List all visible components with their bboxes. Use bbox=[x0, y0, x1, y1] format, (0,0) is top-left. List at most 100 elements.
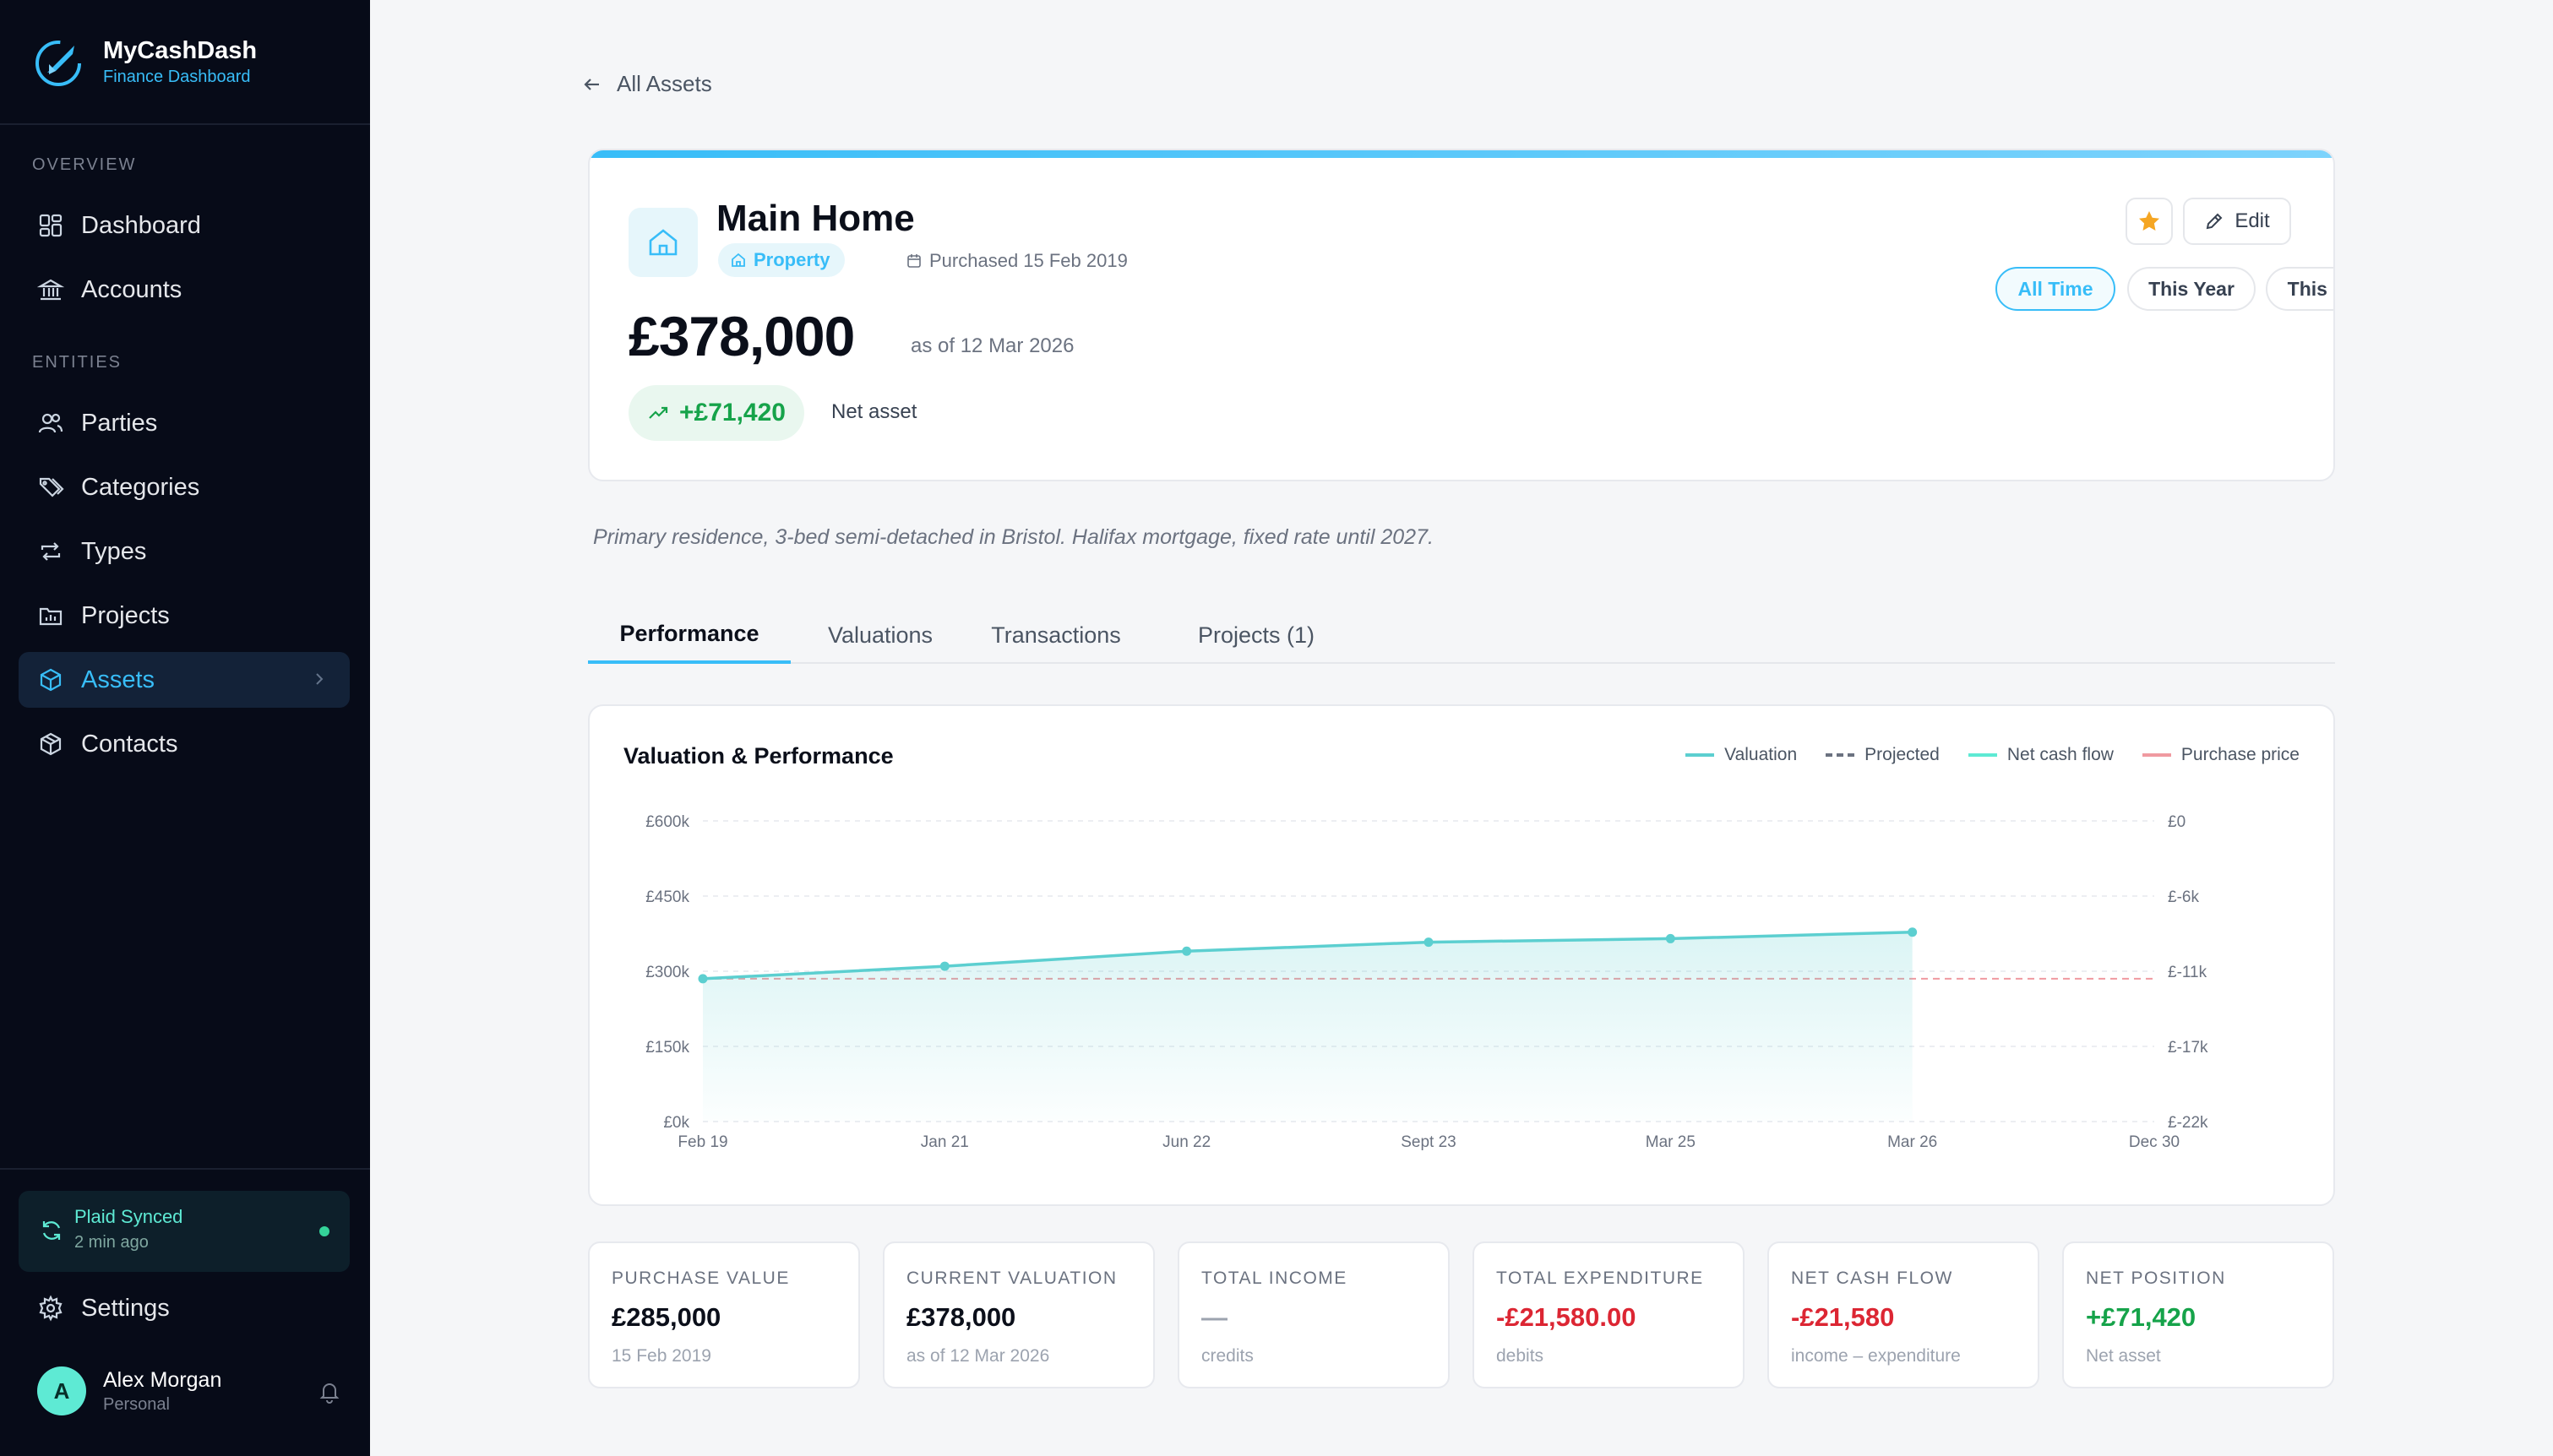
range-this-year-button[interactable]: This Year bbox=[2127, 267, 2256, 311]
legend-swatch bbox=[1968, 753, 1997, 757]
rocket-logo-icon bbox=[35, 41, 81, 86]
section-label-overview: OVERVIEW bbox=[32, 155, 137, 174]
stat-card-net-cash-flow: NET CASH FLOW -£21,580 income – expendit… bbox=[1767, 1241, 2039, 1388]
y-tick-label-right: £-17k bbox=[2168, 1039, 2208, 1057]
range-this-month-button[interactable]: This Month bbox=[2266, 267, 2333, 311]
edit-button[interactable]: Edit bbox=[2183, 198, 2291, 245]
valuation-point[interactable] bbox=[1423, 937, 1434, 948]
y-tick-label-left: £150k bbox=[645, 1039, 689, 1057]
x-tick-label: Jun 22 bbox=[1162, 1133, 1211, 1151]
x-tick-label: Sept 23 bbox=[1401, 1133, 1456, 1151]
legend-item-projected[interactable]: Projected bbox=[1826, 745, 1940, 765]
repeat-icon bbox=[41, 542, 61, 561]
stat-label: TOTAL EXPENDITURE bbox=[1496, 1269, 1704, 1288]
sidebar-item-projects[interactable]: Projects bbox=[19, 588, 350, 644]
sidebar-item-contacts[interactable]: Contacts bbox=[19, 716, 350, 772]
y-tick-label-right: £0 bbox=[2168, 813, 2186, 831]
valuation-point[interactable] bbox=[1182, 946, 1192, 956]
card-accent-bar bbox=[590, 150, 2333, 158]
x-tick-label: Mar 26 bbox=[1887, 1133, 1937, 1151]
tab-performance[interactable]: Performance bbox=[588, 606, 791, 664]
sidebar-item-categories[interactable]: Categories bbox=[19, 459, 350, 515]
legend-item-net-cash-flow[interactable]: Net cash flow bbox=[1968, 745, 2114, 765]
tags-icon bbox=[39, 477, 64, 497]
box-icon bbox=[40, 668, 62, 692]
chevron-right-icon bbox=[316, 673, 324, 685]
asset-type-label: Property bbox=[754, 249, 830, 270]
x-tick-label: Feb 19 bbox=[678, 1133, 727, 1151]
grid-icon bbox=[39, 214, 63, 237]
sidebar-item-accounts[interactable]: Accounts bbox=[19, 262, 350, 318]
asset-tabs: Performance Valuations Transactions Proj… bbox=[588, 606, 2335, 664]
stat-sub: debits bbox=[1496, 1346, 1544, 1366]
stat-card-total-income: TOTAL INCOME — credits bbox=[1178, 1241, 1450, 1388]
valuation-chart[interactable]: £600k £0 £450k £-6k £300k £-11k £150k £-17k £0k £… bbox=[590, 706, 2337, 1208]
user-role: Personal bbox=[103, 1395, 170, 1414]
chart-title: Valuation & Performance bbox=[623, 743, 894, 769]
sidebar-item-label: Contacts bbox=[81, 730, 178, 758]
valuation-line bbox=[702, 930, 1913, 981]
stat-card-current-valuation: CURRENT VALUATION £378,000 as of 12 Mar … bbox=[883, 1241, 1155, 1388]
bell-icon[interactable] bbox=[318, 1380, 341, 1404]
sidebar-item-dashboard[interactable]: Dashboard bbox=[19, 198, 350, 253]
favorite-button[interactable] bbox=[2126, 198, 2173, 245]
back-to-all-assets-link[interactable]: All Assets bbox=[581, 71, 712, 97]
sync-status-card[interactable]: Plaid Synced 2 min ago bbox=[19, 1191, 350, 1272]
valuation-point[interactable] bbox=[1665, 933, 1675, 943]
legend-item-purchase-price[interactable]: Purchase price bbox=[2142, 745, 2300, 765]
tab-valuations[interactable]: Valuations bbox=[827, 622, 934, 648]
stat-value: £378,000 bbox=[906, 1302, 1016, 1332]
bank-icon bbox=[37, 279, 64, 301]
range-all-time-button[interactable]: All Time bbox=[1995, 267, 2115, 311]
stat-label: PURCHASE VALUE bbox=[612, 1269, 790, 1288]
net-gain-note: Net asset bbox=[831, 400, 917, 423]
legend-label: Purchase price bbox=[2180, 745, 2300, 764]
sidebar-item-parties[interactable]: Parties bbox=[19, 395, 350, 451]
folder-chart-icon bbox=[39, 607, 63, 626]
stat-sub: credits bbox=[1201, 1346, 1254, 1366]
package-icon bbox=[40, 732, 62, 756]
net-gain-badge: +£71,420 bbox=[629, 385, 804, 441]
valuation-point[interactable] bbox=[1908, 927, 1918, 937]
calendar-icon bbox=[907, 254, 921, 268]
sidebar: MyCashDash Finance Dashboard OVERVIEW Da… bbox=[0, 0, 370, 1456]
asset-type-badge: Property bbox=[718, 243, 846, 277]
legend-swatch bbox=[1826, 753, 1855, 757]
home-icon bbox=[649, 229, 678, 256]
edit-label: Edit bbox=[2235, 209, 2270, 232]
legend-label: Net cash flow bbox=[2006, 745, 2114, 764]
stat-sub: Net asset bbox=[2086, 1346, 2161, 1366]
legend-label: Projected bbox=[1864, 745, 1940, 764]
stat-label: NET CASH FLOW bbox=[1791, 1269, 1953, 1288]
asset-summary-card: Main Home Property Purchased 15 Feb 2019… bbox=[588, 149, 2335, 481]
valuation-point[interactable] bbox=[698, 974, 708, 984]
main-content: All Assets Main Home Property Purchase bbox=[370, 0, 2553, 1456]
y-tick-label-left: £300k bbox=[645, 964, 689, 981]
y-tick-label-left: £600k bbox=[645, 813, 689, 831]
sidebar-item-assets[interactable]: Assets bbox=[19, 652, 350, 708]
brand[interactable]: MyCashDash Finance Dashboard bbox=[30, 34, 257, 90]
legend-item-valuation[interactable]: Valuation bbox=[1685, 745, 1797, 765]
y-tick-label-left: £450k bbox=[645, 888, 689, 906]
tab-transactions[interactable]: Transactions bbox=[991, 622, 1121, 648]
valuation-point[interactable] bbox=[939, 961, 950, 971]
star-icon bbox=[2139, 211, 2159, 231]
sidebar-item-label: Dashboard bbox=[81, 211, 201, 239]
sidebar-item-types[interactable]: Types bbox=[19, 524, 350, 579]
stat-value: -£21,580 bbox=[1791, 1302, 1895, 1332]
back-label: All Assets bbox=[617, 71, 712, 96]
stat-card-net-position: NET POSITION +£71,420 Net asset bbox=[2062, 1241, 2334, 1388]
stat-sub: income – expenditure bbox=[1791, 1346, 1961, 1366]
asset-description: Primary residence, 3-bed semi-detached i… bbox=[593, 525, 1434, 549]
stat-sub: as of 12 Mar 2026 bbox=[906, 1346, 1050, 1366]
legend-label: Valuation bbox=[1724, 745, 1798, 764]
user-profile[interactable]: A Alex Morgan Personal bbox=[37, 1366, 341, 1417]
tab-projects[interactable]: Projects (1) bbox=[1197, 622, 1315, 648]
stat-card-total-expenditure: TOTAL EXPENDITURE -£21,580.00 debits bbox=[1472, 1241, 1745, 1388]
y-tick-label-right: £-6k bbox=[2168, 888, 2199, 906]
y-tick-label-right: £-22k bbox=[2168, 1114, 2208, 1132]
sidebar-item-settings[interactable]: Settings bbox=[19, 1280, 350, 1336]
stat-sub: 15 Feb 2019 bbox=[612, 1346, 711, 1366]
sync-title: Plaid Synced bbox=[74, 1206, 183, 1227]
